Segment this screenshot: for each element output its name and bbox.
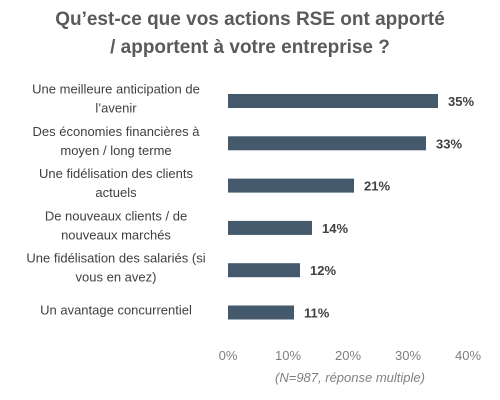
- chart-footnote: (N=987, réponse multiple): [275, 370, 425, 385]
- value-label-2: 21%: [364, 179, 390, 194]
- category-label-0: Une meilleure anticipation de l’avenir: [32, 82, 200, 116]
- category-label-2: Une fidélisation des clients actuels: [39, 166, 193, 200]
- bar-2: [228, 178, 354, 193]
- bar-4: [228, 263, 300, 278]
- x-tick-label-0: 0%: [219, 348, 238, 363]
- value-label-3: 14%: [322, 221, 348, 236]
- value-label-5: 11%: [304, 306, 330, 321]
- x-tick-label-4: 40%: [455, 348, 481, 363]
- category-label-3: De nouveaux clients / de nouveaux marchés: [45, 208, 187, 242]
- x-tick-label-1: 10%: [275, 348, 301, 363]
- bar-3: [228, 220, 312, 235]
- value-label-0: 35%: [448, 94, 474, 109]
- chart-title-line-1: Qu’est-ce que vos actions RSE ont apport…: [55, 9, 445, 30]
- bar-0: [228, 94, 438, 108]
- value-label-4: 12%: [310, 263, 336, 278]
- bar-5: [228, 305, 294, 320]
- x-tick-label-3: 30%: [395, 348, 421, 363]
- bar-1: [228, 136, 426, 151]
- chart-title-line-2: / apportent à votre entreprise ?: [110, 37, 390, 58]
- category-label-1: Des économies financières à moyen / long …: [33, 124, 201, 158]
- x-tick-label-2: 20%: [335, 348, 361, 363]
- value-label-1: 33%: [436, 136, 462, 151]
- chart-title: Qu’est-ce que vos actions RSE ont apport…: [0, 6, 500, 62]
- category-label-4: Une fidélisation des salariés (si vous en…: [26, 251, 205, 285]
- category-label-5: Un avantage concurrentiel: [40, 303, 192, 318]
